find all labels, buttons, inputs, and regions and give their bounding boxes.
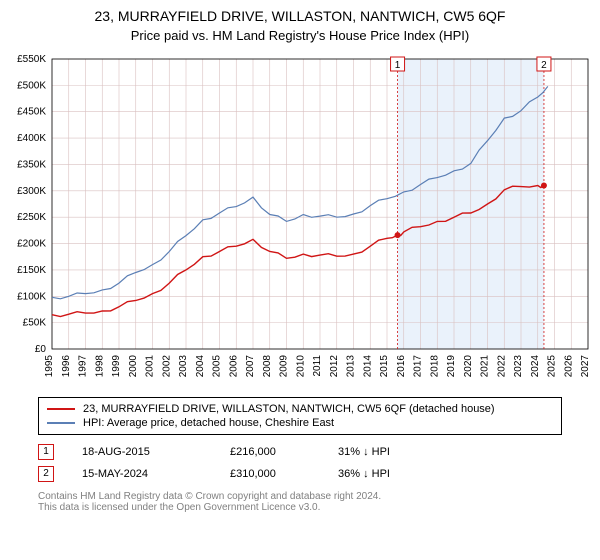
svg-text:£300K: £300K [17,186,46,197]
legend-swatch [47,408,75,410]
chart-title: 23, MURRAYFIELD DRIVE, WILLASTON, NANTWI… [0,0,600,24]
svg-text:2027: 2027 [580,355,591,378]
svg-text:2018: 2018 [429,355,440,378]
svg-text:2021: 2021 [480,355,491,378]
svg-text:2010: 2010 [295,355,306,378]
marker-row: 1 18-AUG-2015 £216,000 31% ↓ HPI [38,441,562,463]
svg-text:2015: 2015 [379,355,390,378]
legend-label: HPI: Average price, detached house, Ches… [83,417,334,429]
legend-box: 23, MURRAYFIELD DRIVE, WILLASTON, NANTWI… [38,397,562,435]
footer-line2: This data is licensed under the Open Gov… [38,502,562,513]
svg-text:2017: 2017 [413,355,424,378]
svg-text:2004: 2004 [195,355,206,378]
svg-text:2008: 2008 [262,355,273,378]
svg-text:2012: 2012 [329,355,340,378]
marker-row: 2 15-MAY-2024 £310,000 36% ↓ HPI [38,463,562,485]
legend-row: HPI: Average price, detached house, Ches… [47,416,553,430]
footer-line1: Contains HM Land Registry data © Crown c… [38,491,562,502]
svg-text:2009: 2009 [279,355,290,378]
svg-text:2: 2 [541,60,547,71]
legend-row: 23, MURRAYFIELD DRIVE, WILLASTON, NANTWI… [47,402,553,416]
svg-text:£350K: £350K [17,159,46,170]
svg-text:1995: 1995 [44,355,55,378]
svg-text:2016: 2016 [396,355,407,378]
svg-text:2014: 2014 [362,355,373,378]
chart-subtitle: Price paid vs. HM Land Registry's House … [0,24,600,49]
svg-text:1997: 1997 [78,355,89,378]
svg-text:2006: 2006 [228,355,239,378]
marker-date: 18-AUG-2015 [82,446,202,458]
svg-text:2005: 2005 [212,355,223,378]
marker-pct: 31% ↓ HPI [338,446,438,458]
svg-text:£500K: £500K [17,80,46,91]
marker-table: 1 18-AUG-2015 £216,000 31% ↓ HPI 2 15-MAY-202… [38,441,562,485]
marker-badge: 2 [38,466,54,482]
svg-text:£450K: £450K [17,107,46,118]
marker-badge: 1 [38,444,54,460]
svg-text:2013: 2013 [346,355,357,378]
line-chart-svg: £0 £50K £100K £150K £200K £250K £300K £350K £400… [0,49,600,389]
svg-text:1: 1 [395,60,401,71]
chart-area: £0 £50K £100K £150K £200K £250K £300K £350K £400… [0,49,600,389]
svg-text:£550K: £550K [17,54,46,65]
svg-text:2020: 2020 [463,355,474,378]
svg-text:2023: 2023 [513,355,524,378]
svg-text:1996: 1996 [61,355,72,378]
legend-label: 23, MURRAYFIELD DRIVE, WILLASTON, NANTWI… [83,403,495,415]
footer-attribution: Contains HM Land Registry data © Crown c… [38,491,562,513]
marker-date: 15-MAY-2024 [82,468,202,480]
svg-text:£100K: £100K [17,291,46,302]
svg-text:2003: 2003 [178,355,189,378]
svg-text:2025: 2025 [547,355,558,378]
svg-text:£50K: £50K [23,318,47,329]
svg-text:2000: 2000 [128,355,139,378]
svg-text:1998: 1998 [94,355,105,378]
svg-text:2011: 2011 [312,355,323,377]
svg-text:£400K: £400K [17,133,46,144]
svg-text:£250K: £250K [17,212,46,223]
marker-pct: 36% ↓ HPI [338,468,438,480]
svg-text:2022: 2022 [496,355,507,378]
svg-text:£0: £0 [35,344,47,355]
svg-text:£200K: £200K [17,239,46,250]
svg-text:2026: 2026 [563,355,574,378]
svg-text:2001: 2001 [145,355,156,378]
legend-swatch [47,422,75,424]
svg-text:£150K: £150K [17,265,46,276]
marker-price: £310,000 [230,468,310,480]
marker-price: £216,000 [230,446,310,458]
svg-text:2007: 2007 [245,355,256,378]
svg-text:2019: 2019 [446,355,457,378]
svg-text:1999: 1999 [111,355,122,378]
svg-text:2024: 2024 [530,355,541,378]
svg-text:2002: 2002 [161,355,172,378]
